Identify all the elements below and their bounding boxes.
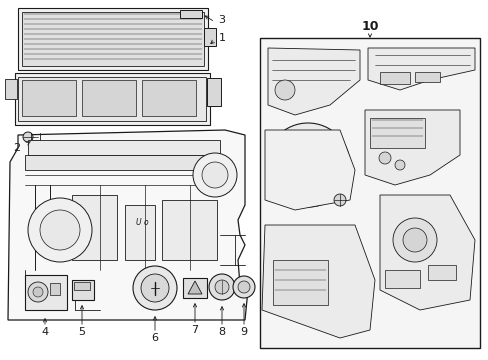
Circle shape xyxy=(193,153,237,197)
Bar xyxy=(72,195,117,260)
Circle shape xyxy=(333,194,346,206)
Bar xyxy=(125,205,155,260)
Bar xyxy=(22,12,203,66)
Text: 4: 4 xyxy=(41,327,48,337)
Bar xyxy=(260,38,479,348)
Bar xyxy=(142,80,196,116)
Bar xyxy=(427,265,455,280)
Circle shape xyxy=(208,274,235,300)
Bar xyxy=(74,282,90,290)
Bar xyxy=(22,80,76,116)
Bar xyxy=(272,260,327,305)
Text: U o: U o xyxy=(135,217,148,226)
Polygon shape xyxy=(367,48,474,90)
Circle shape xyxy=(402,228,426,252)
Circle shape xyxy=(202,162,227,188)
Circle shape xyxy=(33,287,43,297)
Text: 10: 10 xyxy=(361,19,378,32)
Bar xyxy=(379,72,409,84)
Bar xyxy=(369,118,424,148)
Text: 2: 2 xyxy=(13,143,20,153)
Text: 7: 7 xyxy=(191,325,198,335)
Bar xyxy=(384,270,419,288)
Bar xyxy=(203,28,216,46)
Bar xyxy=(72,280,94,300)
Bar xyxy=(50,283,60,295)
Polygon shape xyxy=(262,225,374,338)
Bar xyxy=(180,10,202,18)
Circle shape xyxy=(28,282,48,302)
Bar xyxy=(206,78,221,106)
Bar xyxy=(25,155,223,170)
Polygon shape xyxy=(267,48,359,115)
Bar xyxy=(82,80,136,116)
Circle shape xyxy=(28,198,92,262)
Circle shape xyxy=(274,80,294,100)
Polygon shape xyxy=(8,130,247,320)
Text: 6: 6 xyxy=(151,333,158,343)
Bar xyxy=(5,79,17,99)
Text: 1: 1 xyxy=(218,33,225,43)
Bar xyxy=(162,200,217,260)
Circle shape xyxy=(238,281,249,293)
Circle shape xyxy=(215,280,228,294)
Text: 3: 3 xyxy=(218,15,225,25)
Text: 9: 9 xyxy=(240,327,247,337)
Bar xyxy=(18,8,207,70)
Circle shape xyxy=(394,160,404,170)
Polygon shape xyxy=(28,140,220,155)
Polygon shape xyxy=(364,110,459,185)
Circle shape xyxy=(40,210,80,250)
Circle shape xyxy=(23,132,33,142)
Bar xyxy=(183,278,206,298)
Text: 8: 8 xyxy=(218,327,225,337)
Circle shape xyxy=(392,218,436,262)
Circle shape xyxy=(280,137,335,193)
Text: 5: 5 xyxy=(79,327,85,337)
Circle shape xyxy=(293,151,321,179)
Circle shape xyxy=(232,276,254,298)
Circle shape xyxy=(265,123,349,207)
Circle shape xyxy=(141,274,169,302)
Polygon shape xyxy=(379,195,474,310)
Polygon shape xyxy=(264,130,354,210)
Bar xyxy=(15,73,209,125)
Circle shape xyxy=(378,152,390,164)
Circle shape xyxy=(133,266,177,310)
Polygon shape xyxy=(187,281,202,294)
Bar xyxy=(18,77,205,121)
Bar xyxy=(25,275,67,310)
Bar xyxy=(414,72,439,82)
